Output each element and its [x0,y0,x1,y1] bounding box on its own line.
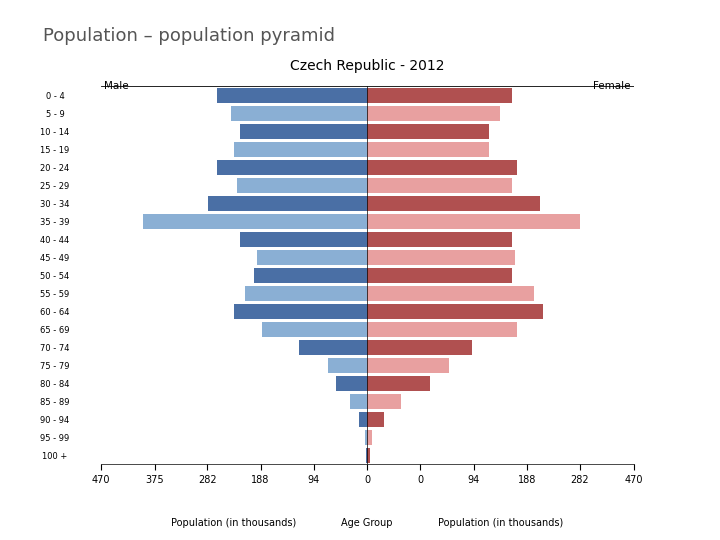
Bar [367,268,512,283]
Bar [217,88,367,103]
Text: Age Group: Age Group [341,518,393,529]
Bar [367,142,489,157]
Bar [365,430,367,445]
Bar [246,286,367,301]
Bar [234,303,367,319]
Bar [359,411,367,427]
Bar [367,376,430,391]
Bar [256,250,367,265]
Bar [217,160,367,175]
Bar [367,196,540,211]
Text: Female: Female [593,81,631,91]
Bar [350,394,367,409]
Bar [328,358,367,373]
Bar [231,106,367,121]
Bar [240,124,367,139]
Bar [366,448,367,463]
Bar [367,160,518,175]
Bar [237,178,367,193]
Bar [262,322,367,337]
Bar [254,268,367,283]
Bar [240,232,367,247]
Bar [367,358,449,373]
Bar [143,214,367,229]
Bar [367,106,500,121]
Bar [367,303,543,319]
Text: Population – population pyramid: Population – population pyramid [43,27,336,45]
Bar [367,340,472,355]
Bar [336,376,367,391]
Bar [300,340,367,355]
Bar [367,322,518,337]
Bar [367,178,512,193]
Bar [367,411,384,427]
Text: Population (in thousands): Population (in thousands) [171,518,297,529]
Bar [367,214,580,229]
Bar [367,394,401,409]
Text: Male: Male [104,81,128,91]
Bar [367,430,372,445]
Text: Population (in thousands): Population (in thousands) [438,518,563,529]
Bar [234,142,367,157]
Bar [367,250,515,265]
Bar [367,286,534,301]
Bar [367,88,512,103]
Bar [209,196,367,211]
Bar [367,232,512,247]
Title: Czech Republic - 2012: Czech Republic - 2012 [290,59,444,73]
Bar [367,448,370,463]
Bar [367,124,489,139]
